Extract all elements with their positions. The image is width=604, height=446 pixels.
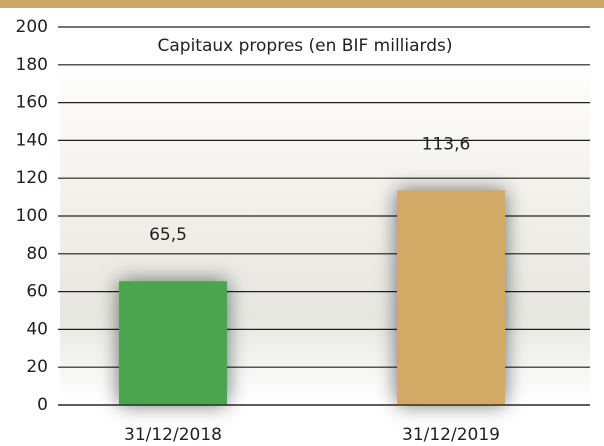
x-tick-label: 31/12/2018 — [124, 425, 222, 445]
y-tick-label: 140 — [16, 130, 48, 150]
y-tick-label: 60 — [26, 282, 48, 302]
y-tick-label: 80 — [26, 244, 48, 264]
y-tick-label: 200 — [16, 17, 48, 37]
y-tick-label: 20 — [26, 357, 48, 377]
y-tick-label: 40 — [26, 319, 48, 339]
value-label: 65,5 — [149, 225, 187, 245]
x-tick-label: 31/12/2019 — [402, 425, 500, 445]
y-tick-label: 180 — [16, 55, 48, 75]
y-tick-label: 160 — [16, 93, 48, 113]
y-tick-label: 100 — [16, 206, 48, 226]
top-strip — [0, 0, 604, 8]
chart-title: Capitaux propres (en BIF milliards) — [157, 36, 452, 56]
value-label: 113,6 — [422, 134, 471, 154]
y-tick-label: 0 — [37, 395, 48, 415]
chart: Capitaux propres (en BIF milliards) 0 20 4… — [0, 0, 604, 446]
bar — [119, 281, 227, 405]
bar — [397, 190, 505, 405]
y-tick-label: 120 — [16, 168, 48, 188]
